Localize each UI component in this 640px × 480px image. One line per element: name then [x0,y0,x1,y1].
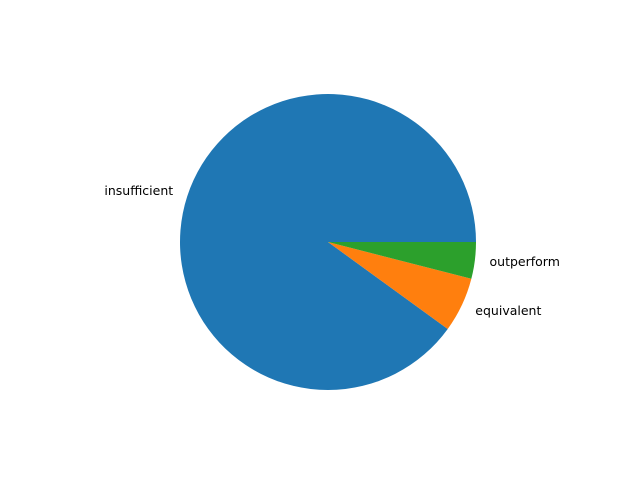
pie-slices [180,94,476,390]
pie-label-insufficient: insufficient [104,183,173,198]
pie-label-equivalent: equivalent [475,303,541,318]
pie-label-outperform: outperform [490,254,560,269]
pie-slice-insufficient [180,94,476,390]
